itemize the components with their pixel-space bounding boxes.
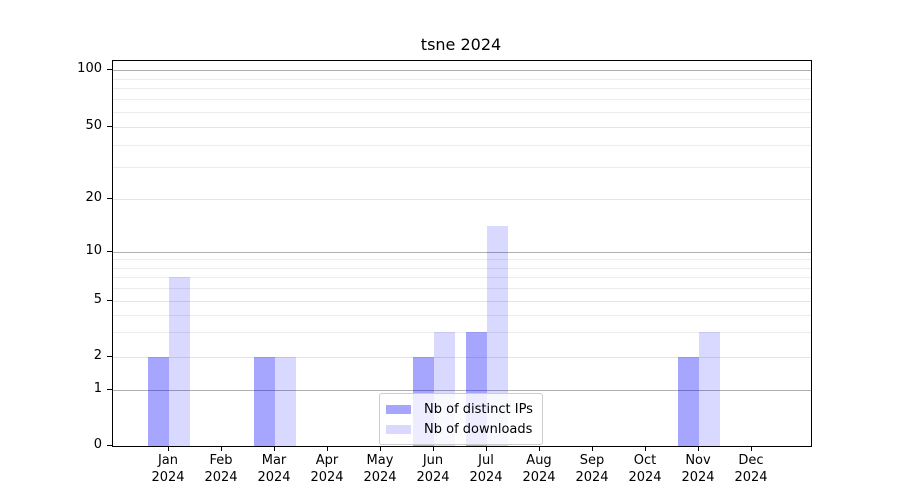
y-tick-label-10: 10 xyxy=(85,243,102,258)
y-tick-label-1: 1 xyxy=(93,381,102,396)
bar-downloads-jul xyxy=(487,226,508,446)
gridline-major-1 xyxy=(113,390,811,391)
x-tick-label-jun: Jun 2024 xyxy=(416,453,450,485)
x-tick-label-nov: Nov 2024 xyxy=(681,453,715,485)
x-tick-label-apr: Apr 2024 xyxy=(310,453,344,485)
x-tick-dec xyxy=(751,446,753,451)
gridline-minor-9 xyxy=(113,259,811,261)
x-tick-aug xyxy=(539,446,541,451)
plot-area: Nb of distinct IPs Nb of downloads xyxy=(112,60,812,447)
gridline-5 xyxy=(113,301,811,302)
gridline-minor-60 xyxy=(113,112,811,113)
bar-ips-jan xyxy=(148,357,169,446)
bar-ips-mar xyxy=(254,357,275,446)
gridline-20 xyxy=(113,199,811,200)
x-tick-label-sep: Sep 2024 xyxy=(575,453,609,485)
y-tick-100 xyxy=(107,69,113,71)
gridline-minor-30 xyxy=(113,167,811,169)
gridline-major-100 xyxy=(113,70,811,71)
y-tick-label-0: 0 xyxy=(93,437,102,452)
gridline-minor-4 xyxy=(113,314,811,316)
x-tick-label-mar: Mar 2024 xyxy=(257,453,291,485)
chart-title: tsne 2024 xyxy=(420,35,502,54)
bar-ips-nov xyxy=(678,357,699,446)
y-tick-label-20: 20 xyxy=(85,190,102,205)
x-tick-nov xyxy=(698,446,700,451)
x-tick-label-feb: Feb 2024 xyxy=(204,453,238,485)
legend-row-distinct-ips: Nb of distinct IPs xyxy=(386,399,534,419)
x-tick-jul xyxy=(486,446,488,451)
gridline-minor-90 xyxy=(113,78,811,80)
y-tick-label-2: 2 xyxy=(93,348,102,363)
x-tick-label-jan: Jan 2024 xyxy=(151,453,185,485)
y-tick-20 xyxy=(107,198,113,200)
x-tick-oct xyxy=(645,446,647,451)
y-tick-5 xyxy=(107,300,113,302)
gridline-major-10 xyxy=(113,252,811,253)
x-tick-label-jul: Jul 2024 xyxy=(469,453,503,485)
y-tick-label-100: 100 xyxy=(77,61,102,76)
gridline-50 xyxy=(113,127,811,128)
gridline-minor-80 xyxy=(113,88,811,90)
bar-downloads-nov xyxy=(699,332,720,446)
y-tick-2 xyxy=(107,356,113,358)
legend-label-distinct-ips: Nb of distinct IPs xyxy=(424,401,533,417)
y-tick-label-5: 5 xyxy=(93,292,102,307)
gridline-minor-3 xyxy=(113,332,811,334)
legend-swatch-downloads xyxy=(386,424,411,434)
x-tick-label-dec: Dec 2024 xyxy=(734,453,768,485)
x-tick-jan xyxy=(168,446,170,451)
gridline-2 xyxy=(113,357,811,358)
x-tick-sep xyxy=(592,446,594,451)
legend-label-downloads: Nb of downloads xyxy=(424,421,533,437)
x-tick-jun xyxy=(433,446,435,451)
x-tick-feb xyxy=(221,446,223,451)
gridline-minor-7 xyxy=(113,277,811,279)
y-tick-0 xyxy=(107,445,113,447)
bar-downloads-jan xyxy=(169,277,190,446)
bar-downloads-mar xyxy=(275,357,296,446)
legend: Nb of distinct IPs Nb of downloads xyxy=(379,393,543,445)
y-tick-label-50: 50 xyxy=(85,118,102,133)
x-tick-label-aug: Aug 2024 xyxy=(522,453,556,485)
x-tick-label-oct: Oct 2024 xyxy=(628,453,662,485)
y-tick-50 xyxy=(107,126,113,128)
legend-swatch-distinct-ips xyxy=(386,404,411,414)
x-tick-label-may: May 2024 xyxy=(363,453,397,485)
x-tick-apr xyxy=(327,446,329,451)
gridline-minor-6 xyxy=(113,288,811,290)
gridline-minor-40 xyxy=(113,144,811,146)
x-tick-mar xyxy=(274,446,276,451)
gridline-minor-70 xyxy=(113,99,811,101)
y-tick-10 xyxy=(107,251,113,253)
x-tick-may xyxy=(380,446,382,451)
gridline-minor-8 xyxy=(113,267,811,269)
y-tick-1 xyxy=(107,389,113,391)
legend-row-downloads: Nb of downloads xyxy=(386,419,534,439)
